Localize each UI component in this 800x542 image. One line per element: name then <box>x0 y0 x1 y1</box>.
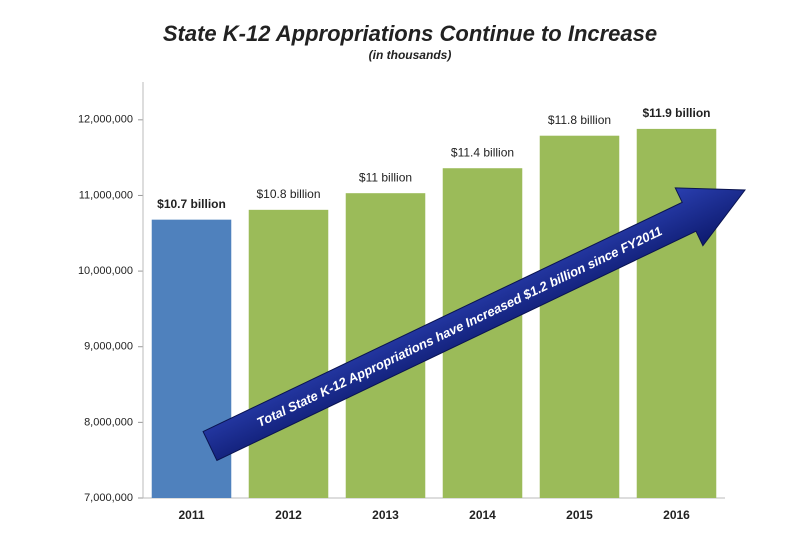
bar <box>636 128 717 499</box>
value-label: $10.8 billion <box>256 187 320 201</box>
value-label: $11.8 billion <box>548 113 611 127</box>
x-tick-label: 2015 <box>566 508 593 522</box>
chart-subtitle: (in thousands) <box>369 48 452 62</box>
value-label: $10.7 billion <box>157 197 226 211</box>
y-tick-label: 11,000,000 <box>79 189 133 201</box>
chart-title: State K-12 Appropriations Continue to In… <box>163 21 657 46</box>
x-tick-label: 2013 <box>372 508 399 522</box>
value-label: $11.4 billion <box>451 145 514 159</box>
bar <box>248 209 329 499</box>
value-label: $11 billion <box>359 170 412 184</box>
bar <box>539 135 620 498</box>
arrow-shape <box>202 187 746 462</box>
x-tick-label: 2016 <box>663 508 690 522</box>
y-tick-label: 10,000,000 <box>78 265 133 277</box>
x-tick-label: 2012 <box>275 508 302 522</box>
x-tick-label: 2014 <box>469 508 496 522</box>
y-tick-label: 7,000,000 <box>84 492 133 504</box>
y-tick-label: 8,000,000 <box>84 416 133 428</box>
x-tick-label: 2011 <box>178 508 204 522</box>
value-label: $11.9 billion <box>642 106 710 120</box>
y-tick-label: 9,000,000 <box>84 341 133 353</box>
y-tick-label: 12,000,000 <box>78 114 133 126</box>
